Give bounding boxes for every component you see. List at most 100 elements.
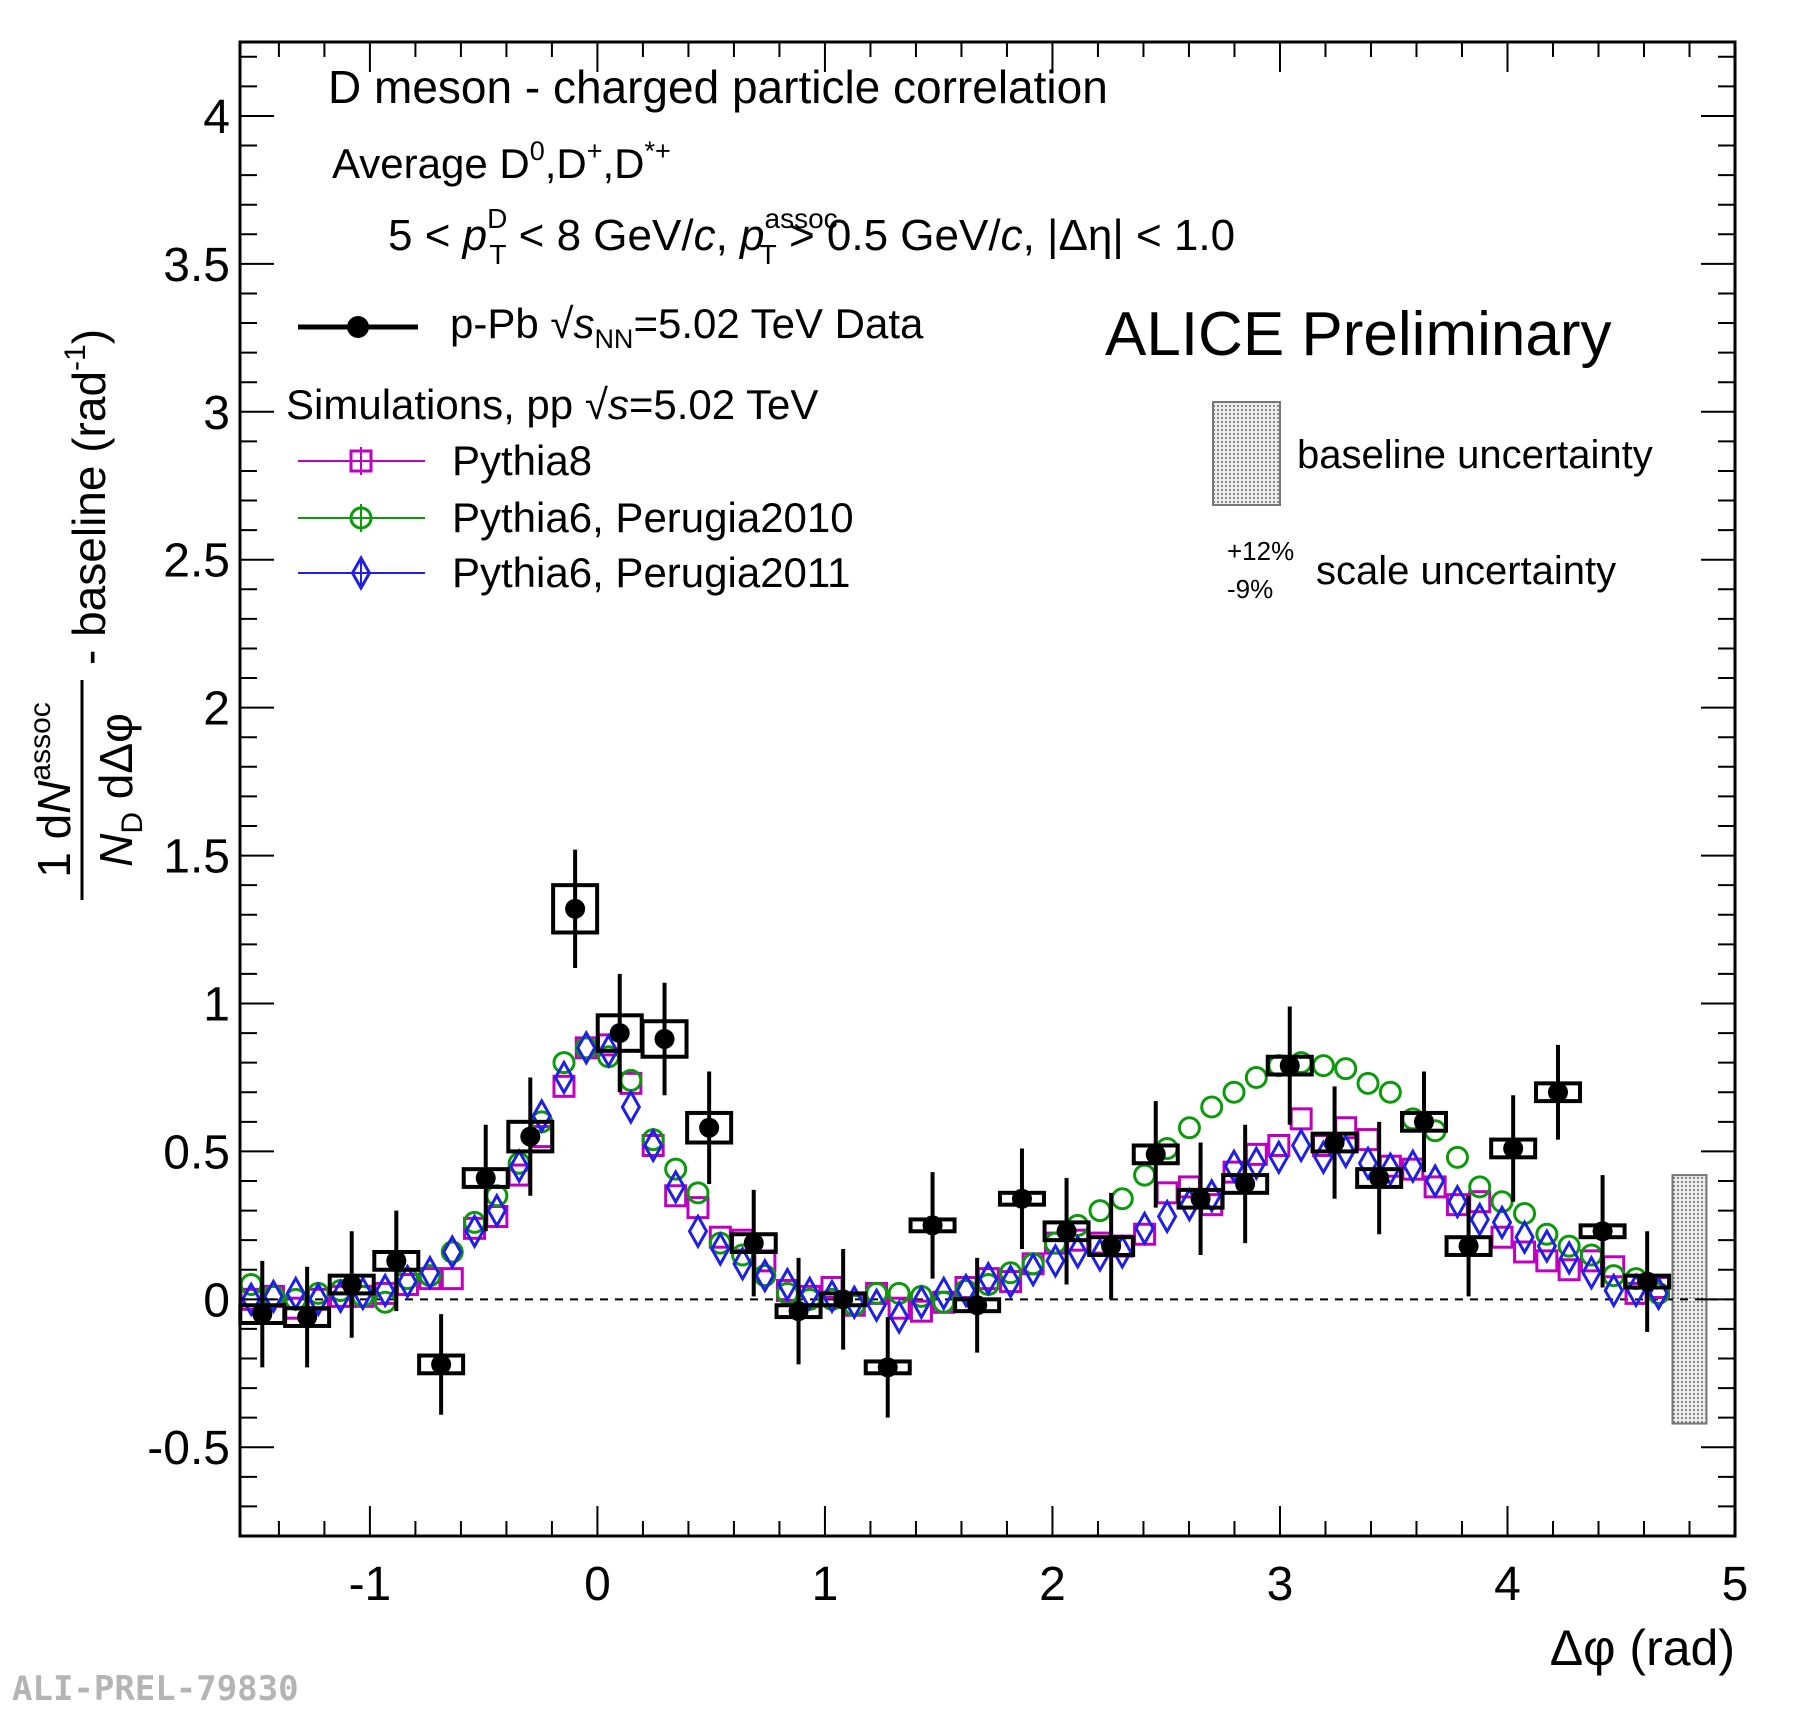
diamond-marker: [911, 1284, 932, 1321]
diamond-marker: [1022, 1251, 1044, 1288]
annotation-kinematics: 5 < pD T < 8 GeV/c, passoc T > 0.5 GeV/c, …: [388, 203, 1235, 270]
data-point-group: [1310, 1086, 1359, 1199]
legend-label-circle: Pythia6, Perugia2010: [452, 494, 854, 541]
circle-marker: [1445, 1145, 1469, 1169]
x-tick-label: 1: [812, 1558, 839, 1611]
y-tick-label: 2: [203, 683, 230, 736]
data-point: [1413, 1111, 1434, 1132]
diamond-marker: [374, 1272, 396, 1309]
y-tick-label: 0: [203, 1274, 230, 1327]
legend-data-label: p-Pb √sNN=5.02 TeV Data: [450, 300, 924, 354]
y-label-numerator: 1 dNassoc: [24, 702, 80, 878]
diamond-marker: [1246, 1145, 1267, 1182]
x-tick-label: 3: [1267, 1558, 1294, 1611]
data-point-group: [372, 1210, 421, 1312]
x-tick-label: -1: [349, 1558, 392, 1611]
square-marker: [909, 1299, 933, 1323]
circle-marker: [1334, 1057, 1358, 1081]
x-tick-label: 4: [1494, 1558, 1521, 1611]
diamond-marker: [240, 1281, 262, 1318]
data-point-group: [417, 1314, 466, 1415]
circle-marker: [1200, 1095, 1224, 1119]
diamond-marker: [1380, 1151, 1401, 1188]
circle-marker: [1244, 1065, 1268, 1089]
data-point-group: [1265, 1006, 1314, 1125]
square-marker: [1513, 1240, 1537, 1264]
diamond-marker: [508, 1148, 530, 1185]
data-point-group: [283, 1266, 332, 1368]
data-point: [1056, 1221, 1077, 1242]
x-tick-label: 0: [584, 1558, 611, 1611]
data-point-group: [1533, 1044, 1582, 1140]
diamond-marker: [1491, 1204, 1513, 1241]
data-point-group: [1087, 1192, 1136, 1300]
y-tick-label: 3.5: [163, 239, 230, 292]
diamond-marker: [1045, 1242, 1066, 1279]
data-point: [565, 898, 586, 919]
circle-marker: [1222, 1080, 1246, 1104]
sys-error-box: [640, 1019, 689, 1059]
annotation-title: D meson - charged particle correlation: [328, 61, 1108, 113]
diamond-marker: [665, 1168, 686, 1205]
data-point-group: [1221, 1124, 1270, 1244]
diamond-marker: [1156, 1198, 1178, 1235]
data-point: [788, 1301, 809, 1322]
y-tick-label: 2.5: [163, 535, 230, 588]
data-point-group: [908, 1172, 957, 1279]
data-point-group: [729, 1189, 778, 1297]
data-point: [297, 1307, 318, 1328]
diamond-marker: [933, 1275, 954, 1312]
diamond-marker: [442, 1233, 463, 1271]
diamond-marker: [888, 1299, 910, 1336]
diamond-marker: [1290, 1127, 1312, 1164]
data-point-group: [863, 1317, 912, 1418]
diamond-marker: [464, 1213, 485, 1250]
data-point: [1235, 1173, 1256, 1194]
data-point: [431, 1354, 452, 1375]
annotation-average: Average D0,D+,D*+: [332, 136, 671, 187]
circle-marker: [1468, 1175, 1492, 1199]
data-point: [833, 1289, 854, 1310]
diamond-marker: [1424, 1162, 1446, 1200]
y-tick-label: -0.5: [147, 1422, 230, 1475]
y-tick-label: 0.5: [163, 1126, 230, 1179]
square-marker: [552, 1074, 576, 1098]
data-point-group: [1489, 1095, 1538, 1202]
diamond-marker: [531, 1097, 552, 1134]
diamond-marker: [1000, 1263, 1021, 1300]
data-point: [475, 1168, 496, 1189]
data-point: [922, 1215, 943, 1236]
plot-frame: [238, 40, 1737, 1538]
diamond-marker: [777, 1266, 798, 1303]
diamond-marker: [1067, 1233, 1088, 1271]
data-point: [1324, 1132, 1345, 1153]
data-point: [609, 1023, 630, 1044]
diamond-marker: [1447, 1183, 1468, 1220]
diamond-marker: [1268, 1139, 1290, 1176]
data-point-group: [327, 1231, 376, 1338]
data-point: [1369, 1168, 1390, 1189]
diamond-marker: [1514, 1219, 1535, 1256]
x-tick-label: 5: [1722, 1558, 1749, 1611]
data-point: [967, 1295, 988, 1316]
data-point: [1503, 1138, 1524, 1159]
data-point: [654, 1028, 675, 1049]
data-point: [1190, 1188, 1211, 1209]
diamond-marker: [397, 1263, 418, 1300]
circle-marker: [686, 1181, 710, 1205]
circle-marker: [552, 1051, 576, 1075]
diamond-marker: [1603, 1272, 1624, 1309]
diamond-marker: [1558, 1239, 1580, 1276]
y-label-denominator: ND dΔφ: [90, 713, 149, 867]
diamond-marker: [1134, 1210, 1155, 1247]
y-tick-label: 1.5: [163, 831, 230, 884]
axes-layer: [238, 40, 1737, 1538]
sys-error-box: [506, 1119, 555, 1154]
y-tick-label: 3: [203, 387, 230, 440]
data-point: [1547, 1082, 1568, 1103]
diamond-marker: [955, 1272, 977, 1309]
data-point-group: [1623, 1231, 1672, 1332]
diamond-marker: [553, 1059, 575, 1096]
data-point-group: [461, 1124, 510, 1232]
legend-marker-square: [349, 449, 373, 473]
